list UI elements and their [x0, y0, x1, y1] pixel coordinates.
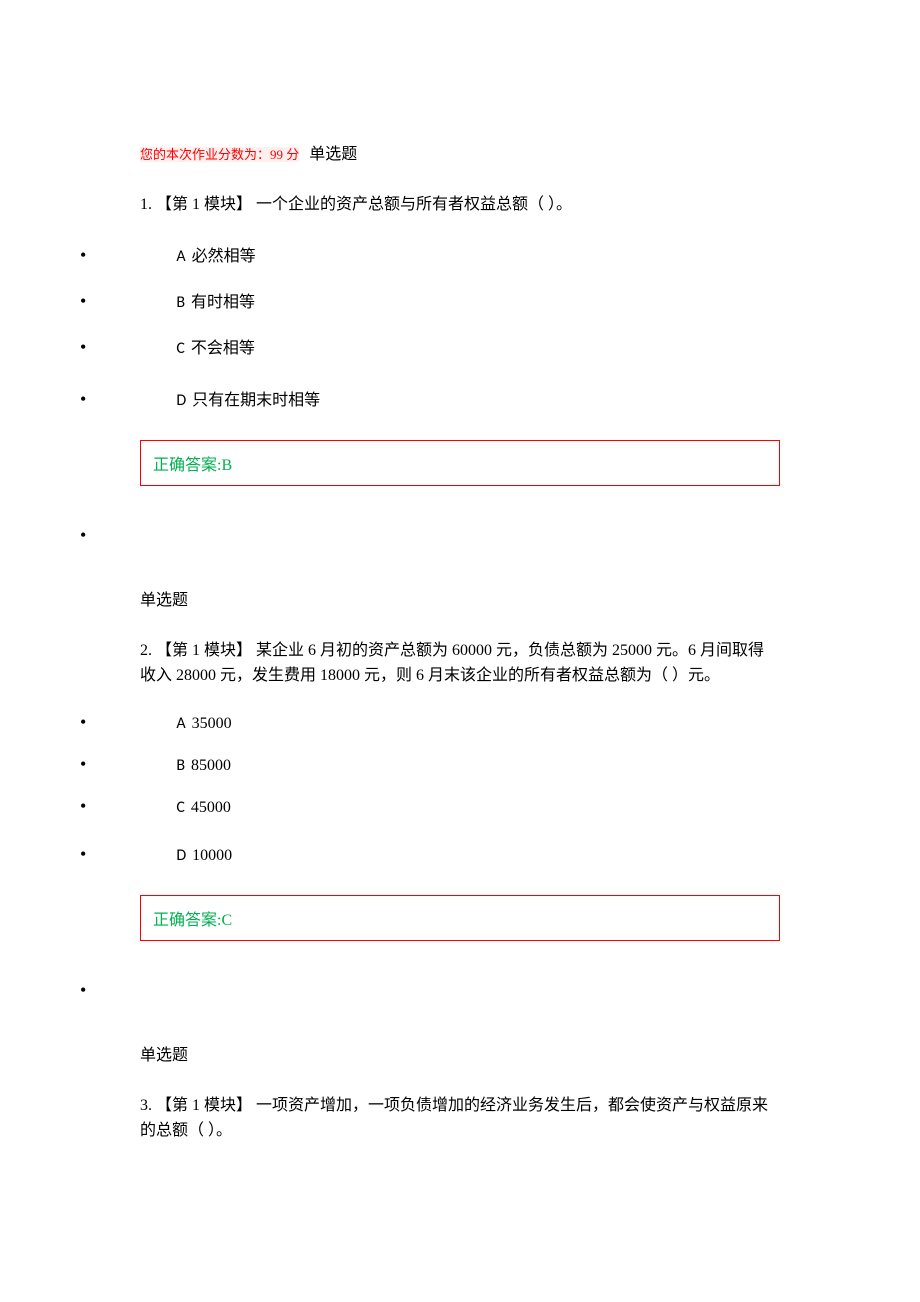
option-text: 85000 — [191, 757, 231, 775]
option-text: 35000 — [192, 715, 232, 733]
option-text: 45000 — [191, 799, 231, 817]
option-d: • D 10000 — [80, 845, 780, 865]
answer-box-1: 正确答案:B — [140, 440, 780, 486]
option-label: C — [176, 798, 185, 817]
option-d: • D 只有在期末时相等 — [80, 386, 780, 410]
question-number: 2. — [140, 642, 152, 659]
bullet-icon: • — [80, 713, 86, 731]
option-label: A — [176, 714, 185, 733]
option-b: • B 有时相等 — [80, 288, 780, 312]
answer-text: 正确答案:C — [153, 912, 232, 929]
question-1-options: • A 必然相等 • B 有时相等 • C 不会相等 • D 只有在期末时相等 — [80, 242, 780, 410]
option-a: • A 必然相等 — [80, 242, 780, 266]
bullet-icon: • — [80, 797, 86, 815]
bullet-icon: • — [80, 338, 86, 356]
question-1-stem: 1. 【第 1 模块】 一个企业的资产总额与所有者权益总额（ ）。 — [140, 192, 780, 218]
bullet-icon: • — [80, 292, 86, 310]
option-c: • C 45000 — [80, 797, 780, 817]
option-b: • B 85000 — [80, 755, 780, 775]
question-number: 1. — [140, 196, 152, 213]
option-text: 必然相等 — [192, 242, 256, 266]
option-c: • C 不会相等 — [80, 334, 780, 358]
option-text: 有时相等 — [191, 288, 255, 312]
option-label: C — [176, 339, 185, 358]
separator-bullet: • — [80, 981, 780, 1001]
option-label: B — [176, 756, 185, 775]
bullet-icon: • — [80, 390, 86, 408]
option-label: D — [176, 391, 186, 410]
option-label: D — [176, 846, 186, 865]
question-number: 3. — [140, 1097, 152, 1114]
option-text: 不会相等 — [191, 334, 255, 358]
bullet-icon: • — [80, 755, 86, 773]
bullet-icon: • — [80, 525, 86, 545]
separator-bullet: • — [80, 526, 780, 546]
option-label: A — [176, 247, 185, 266]
option-a: • A 35000 — [80, 713, 780, 733]
question-3-stem: 3. 【第 1 模块】 一项资产增加，一项负债增加的经济业务发生后，都会使资产与… — [140, 1093, 780, 1144]
option-label: B — [176, 293, 185, 312]
bullet-icon: • — [80, 845, 86, 863]
option-text: 只有在期末时相等 — [192, 386, 320, 410]
section-label: 单选题 — [140, 1041, 780, 1065]
score-text: 您的本次作业分数为：99 分 — [140, 147, 299, 162]
section-label: 单选题 — [309, 146, 357, 163]
quiz-document: 您的本次作业分数为：99 分 单选题 1. 【第 1 模块】 一个企业的资产总额… — [0, 140, 920, 1144]
module-tag: 【第 1 模块】 — [156, 642, 252, 659]
module-tag: 【第 1 模块】 — [156, 196, 252, 213]
score-header: 您的本次作业分数为：99 分 单选题 — [140, 140, 780, 164]
bullet-icon: • — [80, 246, 86, 264]
option-text: 10000 — [192, 847, 232, 865]
question-2-options: • A 35000 • B 85000 • C 45000 • D 10000 — [80, 713, 780, 865]
question-2-stem: 2. 【第 1 模块】 某企业 6 月初的资产总额为 60000 元，负债总额为… — [140, 638, 780, 689]
stem-text: 一个企业的资产总额与所有者权益总额（ ）。 — [256, 196, 572, 213]
bullet-icon: • — [80, 980, 86, 1000]
answer-text: 正确答案:B — [153, 457, 232, 474]
module-tag: 【第 1 模块】 — [156, 1097, 252, 1114]
section-label: 单选题 — [140, 586, 780, 610]
answer-box-2: 正确答案:C — [140, 895, 780, 941]
